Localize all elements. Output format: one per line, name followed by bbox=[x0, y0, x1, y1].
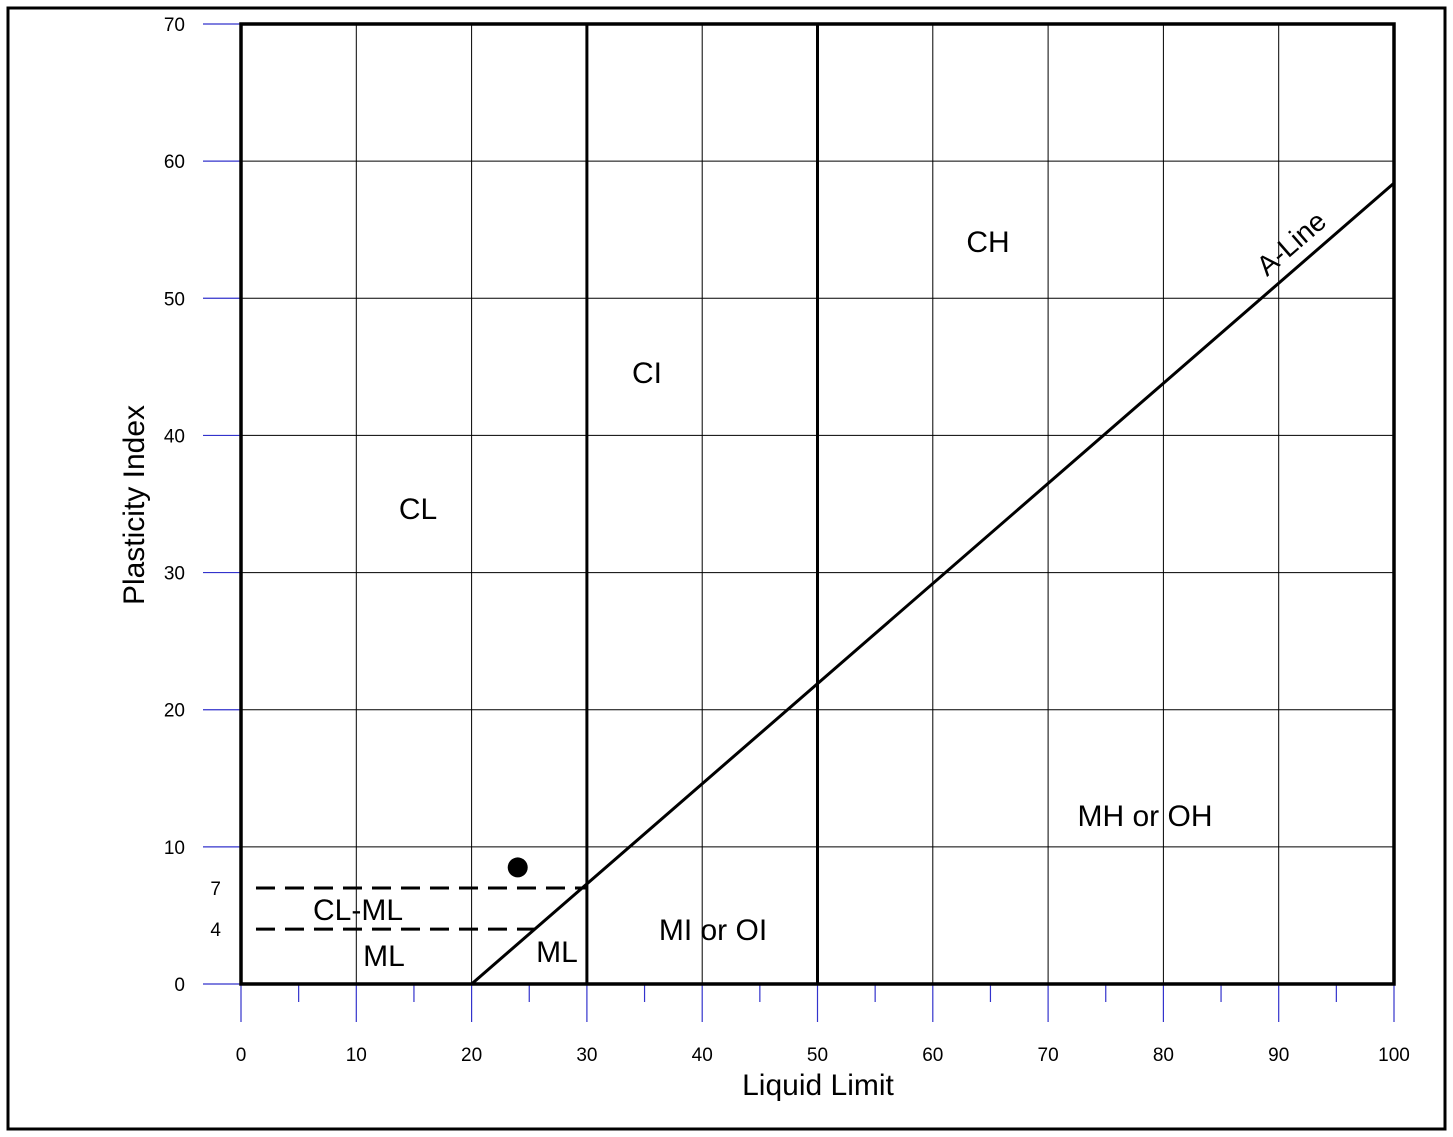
region-label-ml: ML bbox=[363, 940, 405, 973]
x-tick-label: 80 bbox=[1153, 1045, 1174, 1066]
y-extra-tick-label: 7 bbox=[210, 879, 221, 900]
region-label-ch: CH bbox=[966, 226, 1009, 259]
y-tick-label: 30 bbox=[164, 564, 185, 585]
x-tick-label: 20 bbox=[461, 1045, 482, 1066]
x-tick-label: 90 bbox=[1268, 1045, 1289, 1066]
x-axis-label: Liquid Limit bbox=[742, 1069, 894, 1102]
x-tick-label: 60 bbox=[922, 1045, 943, 1066]
data-point bbox=[507, 857, 528, 878]
y-tick-label: 10 bbox=[164, 838, 185, 859]
region-label-cl-ml: CL-ML bbox=[313, 894, 403, 927]
x-tick-label: 70 bbox=[1038, 1045, 1059, 1066]
region-label-ml: ML bbox=[536, 936, 578, 969]
outer-frame bbox=[6, 6, 1447, 1131]
x-tick-label: 30 bbox=[576, 1045, 597, 1066]
y-axis-label: Plasticity Index bbox=[118, 405, 151, 605]
y-tick-label: 70 bbox=[164, 15, 185, 36]
region-label-mi-or-oi: MI or OI bbox=[659, 914, 767, 947]
x-tick-label: 10 bbox=[346, 1045, 367, 1066]
a-line bbox=[470, 181, 1395, 986]
classification-lines bbox=[239, 22, 1396, 986]
plot-border bbox=[239, 22, 1396, 986]
axis-ticks: 0 10 20 30 40 50 60 70 80 90 100 0 10 20 30 40 50 60 70 7 4 bbox=[164, 15, 1410, 1066]
y-tick-label: 50 bbox=[164, 289, 185, 310]
y-tick-label: 40 bbox=[164, 426, 185, 447]
region-label-ci: CI bbox=[632, 357, 662, 390]
x-tick-label: 0 bbox=[236, 1045, 247, 1066]
y-tick-label: 20 bbox=[164, 701, 185, 722]
region-label-mh-or-oh: MH or OH bbox=[1078, 800, 1213, 833]
region-label-cl: CL bbox=[399, 493, 437, 526]
x-tick-label: 40 bbox=[692, 1045, 713, 1066]
data-points bbox=[507, 857, 528, 878]
x-tick-label: 50 bbox=[807, 1045, 828, 1066]
x-tick-label: 100 bbox=[1378, 1045, 1410, 1066]
y-extra-tick-label: 4 bbox=[210, 920, 221, 941]
y-tick-label: 60 bbox=[164, 152, 185, 173]
y-tick-label: 0 bbox=[174, 975, 185, 996]
